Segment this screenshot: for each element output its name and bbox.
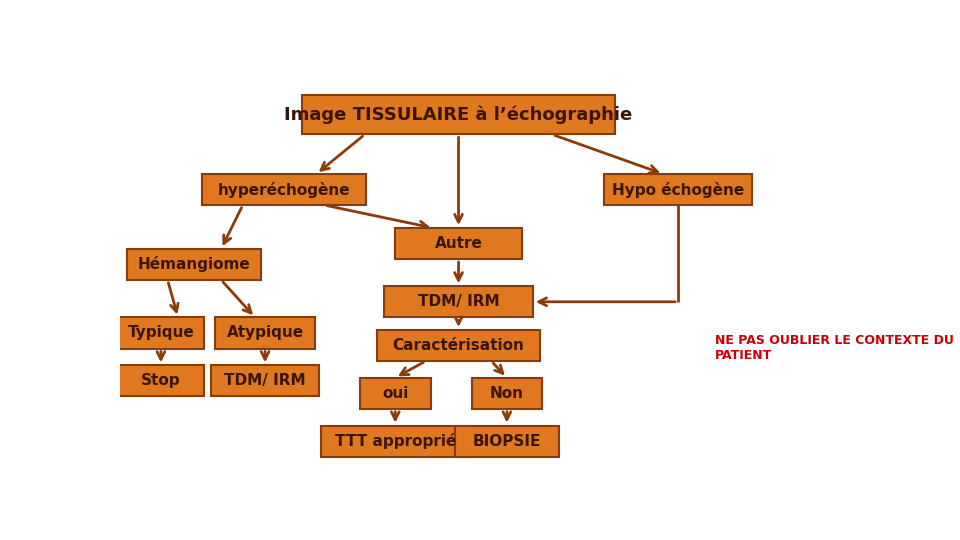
Text: Stop: Stop xyxy=(141,373,180,388)
Text: BIOPSIE: BIOPSIE xyxy=(472,434,541,449)
Text: TTT approprié: TTT approprié xyxy=(335,433,456,449)
FancyBboxPatch shape xyxy=(215,318,315,349)
FancyBboxPatch shape xyxy=(471,377,542,409)
FancyBboxPatch shape xyxy=(604,174,753,205)
Text: TDM/ IRM: TDM/ IRM xyxy=(418,294,499,309)
FancyBboxPatch shape xyxy=(128,249,261,280)
Text: Hypo échogène: Hypo échogène xyxy=(612,181,744,198)
FancyBboxPatch shape xyxy=(321,426,469,457)
Text: NE PAS OUBLIER LE CONTEXTE DU
PATIENT: NE PAS OUBLIER LE CONTEXTE DU PATIENT xyxy=(715,334,954,362)
Text: oui: oui xyxy=(382,386,408,401)
Text: Atypique: Atypique xyxy=(227,326,303,341)
FancyBboxPatch shape xyxy=(302,95,614,134)
FancyBboxPatch shape xyxy=(455,426,559,457)
FancyBboxPatch shape xyxy=(376,330,540,361)
Text: Autre: Autre xyxy=(435,236,483,251)
Text: TDM/ IRM: TDM/ IRM xyxy=(225,373,306,388)
FancyBboxPatch shape xyxy=(118,318,204,349)
FancyBboxPatch shape xyxy=(211,365,319,396)
Text: Typique: Typique xyxy=(128,326,194,341)
FancyBboxPatch shape xyxy=(202,174,366,205)
Text: Caractérisation: Caractérisation xyxy=(393,338,524,353)
FancyBboxPatch shape xyxy=(360,377,431,409)
FancyBboxPatch shape xyxy=(118,365,204,396)
Text: hyperéchogène: hyperéchogène xyxy=(217,181,350,198)
Text: Image TISSULAIRE à l’échographie: Image TISSULAIRE à l’échographie xyxy=(284,105,633,124)
FancyBboxPatch shape xyxy=(396,228,522,259)
FancyBboxPatch shape xyxy=(384,286,533,318)
Text: Hémangiome: Hémangiome xyxy=(138,256,251,272)
Text: Non: Non xyxy=(490,386,524,401)
